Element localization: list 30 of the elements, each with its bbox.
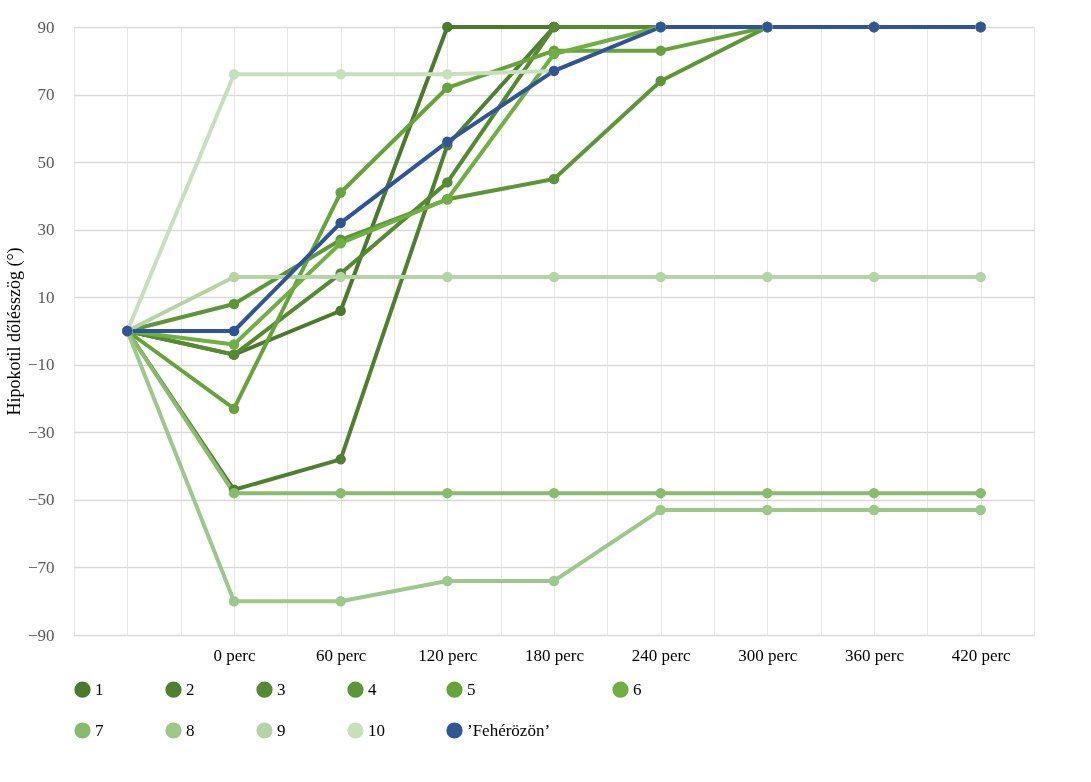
x-tick-label: 420 perc [951,645,1012,665]
legend-label: 2 [186,679,195,699]
legend-label: 7 [95,720,104,740]
y-tick-label: −90 [27,625,55,645]
legend-label: 3 [277,679,286,699]
legend-label: 6 [633,679,642,699]
legend-label: 10 [368,720,385,740]
y-tick-label: 10 [37,287,55,307]
y-tick-label: 30 [37,220,55,240]
y-tick-label: −10 [27,355,55,375]
x-tick-label: 60 perc [315,645,367,665]
legend-label: 4 [368,679,377,699]
y-tick-label: 90 [37,17,55,37]
x-tick-label: 180 perc [524,645,585,665]
y-tick-label: 70 [37,85,55,105]
y-tick-label: 50 [37,152,55,172]
x-tick-label: 360 perc [844,645,905,665]
x-tick-label: 120 perc [418,645,478,665]
legend-label: 9 [277,720,286,740]
y-tick-label: −30 [27,422,55,442]
x-tick-label: 0 perc [213,645,256,665]
y-tick-label: −50 [27,490,55,510]
y-tick-label: −70 [27,557,55,577]
y-axis-title: Hipokotil dőlésszög (°) [3,247,25,416]
legend-label: 5 [467,679,476,699]
legend-label: 1 [95,679,104,699]
legend-label: 8 [186,720,195,740]
x-tick-label: 300 perc [738,645,798,665]
legend-label: ’Fehérözön’ [467,720,551,740]
x-tick-label: 240 perc [631,645,692,665]
